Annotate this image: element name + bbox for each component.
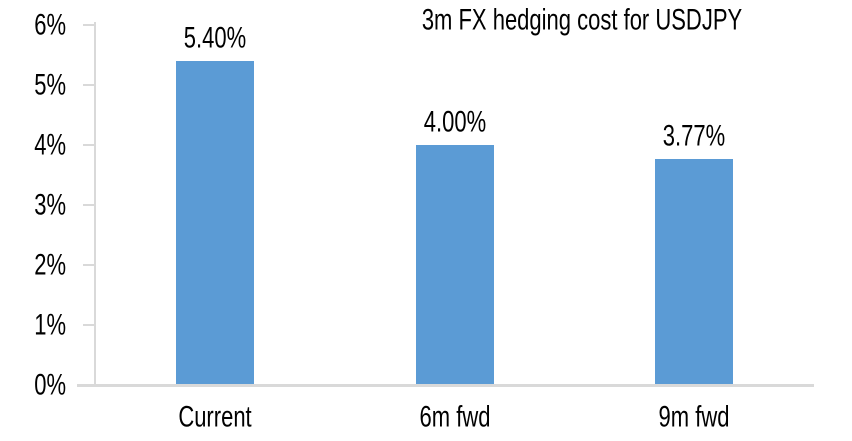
y-tick-mark	[83, 324, 96, 326]
y-tick-label: 0%	[34, 367, 66, 402]
y-tick-label: 4%	[34, 127, 66, 162]
y-tick-label: 2%	[34, 247, 66, 282]
data-label: 4.00%	[423, 104, 487, 139]
y-tick-mark	[83, 144, 96, 146]
y-tick-label: 6%	[34, 7, 66, 42]
category-label: Current	[178, 399, 252, 434]
bar-6m-fwd	[416, 145, 494, 385]
y-tick-mark	[83, 264, 96, 266]
category-label: 9m fwd	[658, 399, 730, 434]
bar-current	[176, 61, 254, 385]
y-tick-label: 3%	[34, 187, 66, 222]
y-tick-mark	[83, 84, 96, 86]
y-tick-label: 1%	[34, 307, 66, 342]
y-tick-mark	[83, 24, 96, 26]
y-tick-mark	[83, 204, 96, 206]
bar-9m-fwd	[655, 159, 733, 385]
y-tick-label: 5%	[34, 67, 66, 102]
category-label: 6m fwd	[419, 399, 491, 434]
chart-title: 3m FX hedging cost for USDJPY	[421, 2, 743, 37]
category-axis-line	[77, 384, 814, 387]
data-label: 5.40%	[183, 20, 247, 55]
data-label: 3.77%	[662, 118, 726, 153]
